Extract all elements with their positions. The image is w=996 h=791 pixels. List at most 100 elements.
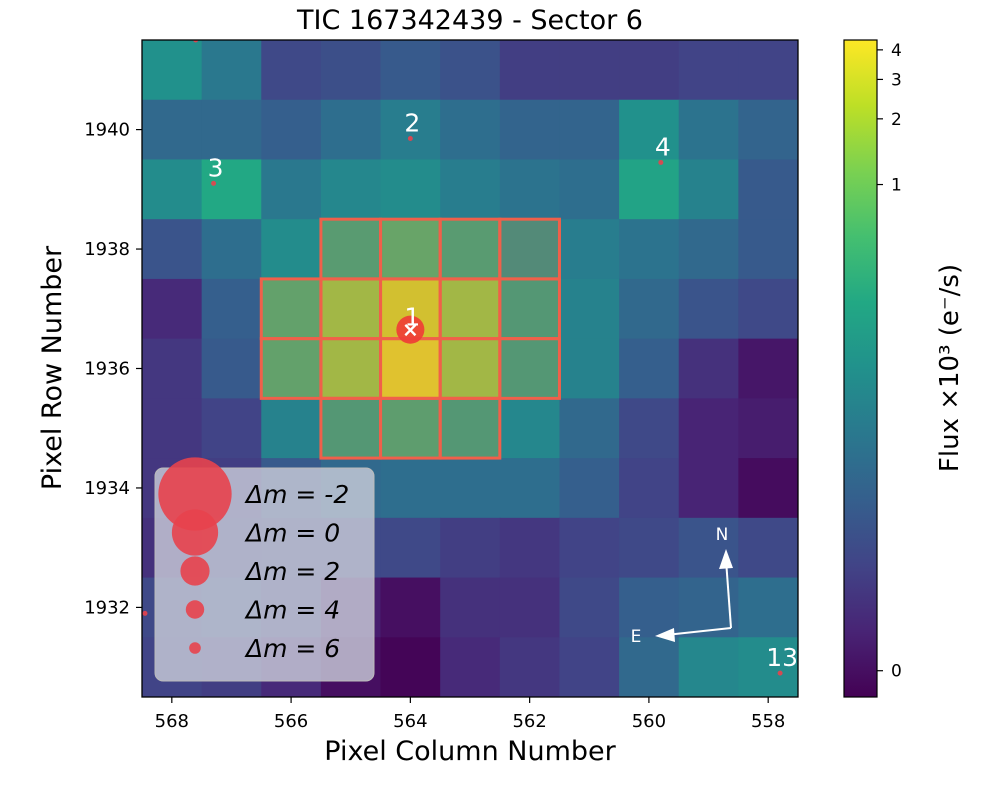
pixel-cell bbox=[678, 517, 739, 579]
pixel-cell bbox=[619, 338, 680, 399]
pixel-cell bbox=[678, 637, 739, 697]
colorbar-tick-label: 4 bbox=[891, 41, 902, 61]
aperture-pixel-fill bbox=[440, 219, 500, 279]
compass-north-arrow bbox=[725, 559, 732, 629]
colorbar-tick-label: 0 bbox=[891, 662, 902, 682]
colorbar-tick-label: 2 bbox=[891, 110, 902, 130]
pixel-cell bbox=[142, 159, 203, 220]
axes: 568 566 564 562 560 558 1932 1934 1936 1938 1940 bbox=[84, 120, 785, 732]
aperture-pixel-fill bbox=[261, 338, 321, 399]
pixel-cell bbox=[201, 40, 262, 101]
pixel-cell bbox=[440, 577, 501, 638]
pixel-cell bbox=[142, 338, 203, 399]
pixel-cell bbox=[559, 40, 620, 101]
legend-marker bbox=[189, 642, 201, 654]
pixel-cell bbox=[320, 40, 382, 101]
legend-label: Δm = 0 bbox=[244, 519, 340, 548]
pixel-cell bbox=[678, 159, 739, 220]
pixel-cell bbox=[320, 398, 382, 459]
aperture-pixel-fill bbox=[440, 398, 500, 459]
pixel-cell bbox=[678, 458, 739, 519]
star-marker bbox=[142, 610, 148, 616]
star-markers: 2 3 4 13 1× bbox=[142, 40, 798, 676]
pixel-cell bbox=[380, 517, 441, 579]
pixel-cell bbox=[320, 99, 382, 161]
pixel-cell bbox=[380, 219, 441, 280]
pixel-cell bbox=[440, 159, 501, 220]
pixel-cell bbox=[201, 278, 262, 340]
pixel-cell bbox=[499, 517, 561, 579]
pixel-cell bbox=[678, 338, 739, 399]
pixel-cell bbox=[499, 99, 561, 161]
star-marker bbox=[658, 159, 664, 165]
pixel-cell bbox=[619, 219, 680, 280]
colorbar: 4 3 2 1 0 Flux ×10³ (e⁻/s) bbox=[843, 39, 965, 698]
pixel-cell bbox=[738, 278, 798, 340]
pixel-cell bbox=[440, 637, 501, 697]
legend-marker bbox=[180, 556, 210, 586]
compass-north-label: N bbox=[716, 525, 729, 545]
y-tick-label: 1936 bbox=[84, 359, 130, 380]
pixel-cell bbox=[559, 338, 620, 399]
pixel-cell bbox=[499, 40, 561, 101]
star-label: 13 bbox=[766, 643, 798, 672]
pixel-cell bbox=[738, 159, 798, 220]
pixel-cell bbox=[738, 219, 798, 280]
y-tick-label: 1932 bbox=[84, 597, 130, 618]
pixel-cell bbox=[619, 458, 680, 519]
aperture-pixel-fill bbox=[380, 338, 441, 399]
x-axis-label: Pixel Column Number bbox=[324, 736, 616, 767]
aperture-pixel-fill bbox=[320, 398, 381, 459]
aperture-pixel bbox=[438, 396, 502, 460]
x-tick-label: 562 bbox=[512, 711, 546, 732]
legend-label: Δm = 6 bbox=[244, 634, 340, 663]
aperture-pixel-fill bbox=[320, 278, 381, 339]
pixel-cell bbox=[738, 338, 798, 399]
pixel-cell bbox=[619, 99, 680, 161]
pixel-cell bbox=[380, 338, 441, 399]
pixel-cell bbox=[440, 398, 501, 459]
pixel-cell bbox=[559, 458, 620, 519]
star-label: 4 bbox=[655, 132, 671, 161]
plot-area: 2 3 4 13 1× N E bbox=[142, 40, 798, 697]
pixel-cell bbox=[261, 159, 322, 220]
star-label: 2 bbox=[404, 109, 420, 138]
pixel-cell bbox=[738, 458, 798, 519]
star-marker bbox=[777, 670, 783, 676]
pixel-cell bbox=[261, 278, 322, 340]
pixel-cell bbox=[201, 159, 262, 220]
x-tick-label: 560 bbox=[632, 711, 666, 732]
pixel-cell bbox=[261, 219, 322, 280]
pixel-cell bbox=[499, 219, 561, 280]
pixel-cell bbox=[261, 40, 322, 101]
pixel-cell bbox=[440, 40, 501, 101]
x-tick-label: 568 bbox=[155, 711, 189, 732]
pixel-cell bbox=[201, 219, 262, 280]
y-tick-label: 1938 bbox=[84, 239, 130, 260]
pixel-cell bbox=[738, 99, 798, 161]
pixel-cell bbox=[738, 40, 798, 101]
pixel-cell bbox=[320, 159, 382, 220]
pixel-cell bbox=[619, 40, 680, 101]
pixel-cell bbox=[440, 219, 501, 280]
pixel-cell bbox=[142, 99, 203, 161]
x-tick-label: 558 bbox=[751, 711, 785, 732]
pixel-cell bbox=[201, 398, 262, 459]
target-cross-marker: × bbox=[402, 318, 419, 342]
pixel-cell bbox=[380, 458, 441, 519]
y-axis-label: Pixel Row Number bbox=[37, 245, 68, 490]
pixel-cell bbox=[380, 99, 441, 161]
pixel-cell bbox=[261, 99, 322, 161]
aperture-pixel-fill bbox=[380, 398, 441, 459]
pixel-cell bbox=[142, 278, 203, 340]
aperture-pixel-fill bbox=[380, 219, 441, 279]
aperture-pixel-fill bbox=[261, 278, 321, 339]
compass-east-label: E bbox=[631, 627, 642, 647]
pixel-cell bbox=[499, 398, 561, 459]
pixel-cell bbox=[320, 278, 382, 340]
pixel-cell bbox=[559, 159, 620, 220]
aperture-pixel-fill bbox=[499, 278, 560, 339]
pixel-cell bbox=[559, 278, 620, 340]
pixel-cell bbox=[619, 398, 680, 459]
